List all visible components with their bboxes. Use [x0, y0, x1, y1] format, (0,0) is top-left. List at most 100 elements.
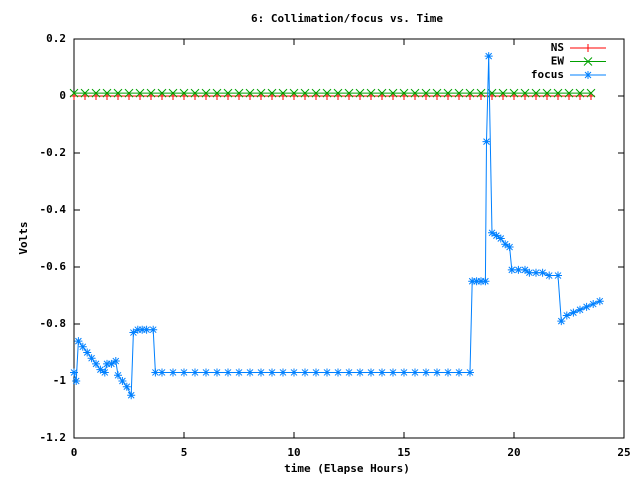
data-point [213, 368, 221, 377]
data-point [278, 88, 288, 98]
data-point [514, 265, 523, 274]
data-point [399, 88, 409, 98]
data-point [532, 268, 540, 277]
data-point [520, 88, 530, 98]
plot-frame [73, 38, 625, 439]
data-point [107, 359, 116, 368]
data-point [92, 359, 100, 368]
data-point [496, 234, 505, 243]
data-point [169, 368, 177, 377]
data-point [400, 368, 408, 377]
data-point [201, 88, 211, 98]
data-point [103, 359, 111, 368]
y-tick-label: -0.4 [40, 203, 67, 216]
data-point [582, 302, 591, 311]
data-point [113, 88, 123, 98]
data-point [465, 88, 475, 98]
data-point [289, 88, 299, 98]
data-point [245, 88, 255, 98]
data-point [168, 88, 178, 98]
data-point [69, 88, 79, 98]
data-point [433, 368, 441, 377]
data-point [151, 368, 160, 377]
data-point [122, 382, 131, 391]
data-point [466, 368, 474, 377]
data-point [378, 368, 386, 377]
data-point [507, 265, 516, 274]
data-point [366, 88, 376, 98]
data-point [501, 240, 510, 249]
data-point [595, 297, 604, 306]
data-point [224, 368, 232, 377]
data-point [87, 354, 96, 363]
x-tick-label: 0 [71, 446, 78, 459]
x-tick-label: 25 [617, 446, 630, 459]
data-point [72, 377, 81, 385]
data-point [377, 88, 387, 98]
y-tick-label: -0.2 [40, 146, 67, 159]
data-point [180, 368, 188, 377]
data-point [454, 88, 464, 98]
data-point [444, 368, 452, 377]
data-point [268, 368, 276, 377]
x-tick-label: 15 [397, 446, 410, 459]
data-point [455, 368, 463, 377]
data-point [223, 88, 233, 98]
data-point [443, 88, 453, 98]
data-point [234, 88, 244, 98]
data-point [344, 88, 354, 98]
data-point [300, 88, 310, 98]
data-point [472, 277, 481, 286]
data-point [111, 357, 120, 366]
data-point [569, 308, 578, 317]
data-point [333, 88, 343, 98]
data-point [576, 305, 584, 314]
data-point [190, 88, 200, 98]
data-point [538, 268, 547, 277]
data-point [83, 348, 92, 357]
data-point [124, 88, 134, 98]
data-point [492, 231, 501, 240]
data-point [410, 88, 420, 98]
data-point [356, 368, 364, 377]
y-tick-label: -1.2 [40, 431, 67, 444]
data-point [554, 271, 562, 280]
data-point [146, 88, 156, 98]
data-point [114, 371, 122, 380]
data-point [279, 368, 287, 377]
data-point [100, 368, 109, 377]
legend-label: EW [551, 55, 565, 68]
data-point [142, 325, 151, 334]
data-point [80, 88, 90, 98]
data-point [422, 368, 430, 377]
data-point [482, 137, 491, 146]
legend-swatch [570, 57, 606, 66]
data-point [96, 365, 105, 374]
data-point [509, 88, 519, 98]
y-axis-label: Volts [17, 221, 30, 254]
x-tick-label: 20 [507, 446, 520, 459]
data-point [388, 88, 398, 98]
data-point [91, 88, 101, 98]
data-point [564, 88, 574, 98]
data-point [545, 271, 554, 280]
data-point [477, 277, 485, 286]
data-point [290, 368, 298, 377]
data-point [158, 368, 166, 377]
y-tick-label: -0.8 [40, 317, 67, 330]
data-point [521, 265, 529, 274]
data-point [421, 88, 431, 98]
data-point [129, 328, 138, 337]
data-point [267, 88, 277, 98]
data-point [562, 311, 571, 320]
y-tick-label: -0.6 [40, 260, 67, 273]
data-point [484, 52, 493, 61]
data-point [389, 368, 397, 377]
data-point [345, 368, 353, 377]
data-point [505, 243, 514, 252]
data-point [476, 88, 486, 98]
x-axis-label: time (Elapse Hours) [284, 462, 410, 475]
data-point [468, 277, 477, 286]
legend-label: NS [551, 41, 564, 54]
